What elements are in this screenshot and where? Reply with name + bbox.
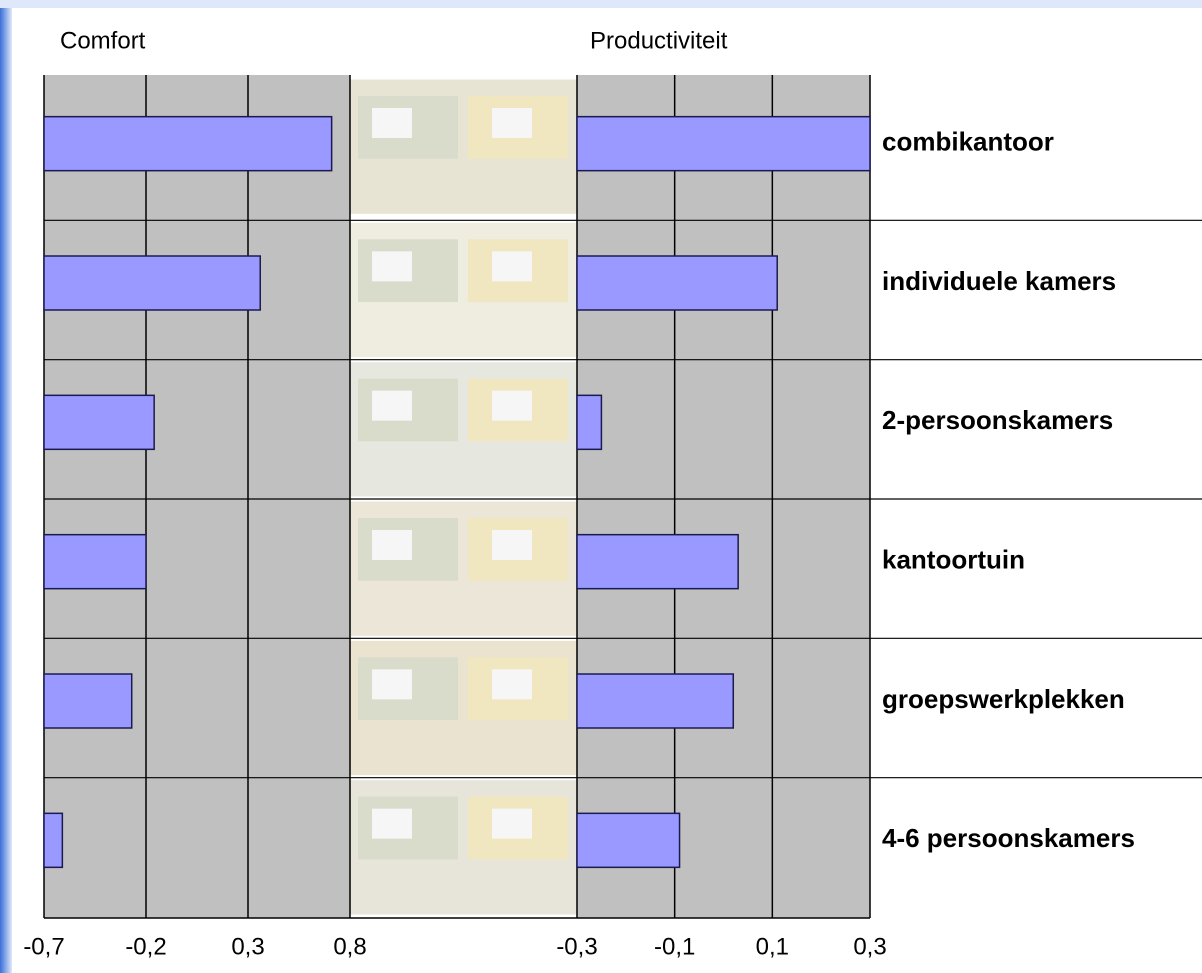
bar [44, 395, 154, 449]
category-label: combikantoor [882, 127, 1054, 157]
x-tick-label: -0,7 [23, 933, 64, 960]
floorplan-desk [492, 809, 532, 839]
floorplan-desk [372, 391, 412, 421]
x-tick-label: 0,1 [756, 933, 789, 960]
chart-title: Productiviteit [590, 27, 728, 54]
chart-title: Comfort [60, 27, 146, 54]
page: Comfort -0,7 -0,2 0,3 0,8 Productiviteit -0,3 -… [0, 0, 1202, 973]
bar [44, 256, 260, 310]
bar [44, 117, 332, 171]
bar [577, 535, 738, 589]
edge-decoration [0, 0, 12, 973]
x-tick-label: 0,3 [231, 933, 264, 960]
photos [348, 78, 586, 916]
category-label: 4-6 persoonskamers [882, 823, 1135, 853]
bar [577, 674, 733, 728]
x-tick-label: 0,8 [333, 933, 366, 960]
bar [577, 256, 777, 310]
x-tick-label: -0,2 [125, 933, 166, 960]
floorplan-desk [372, 669, 412, 699]
x-tick-label: -0,3 [556, 933, 597, 960]
category-label: groepswerkplekken [882, 684, 1125, 714]
bar [577, 813, 680, 867]
floorplan-desk [492, 108, 532, 138]
top-decoration [0, 0, 1202, 8]
floorplan-desk [372, 809, 412, 839]
x-tick-label: -0,1 [654, 933, 695, 960]
floorplan-desk [492, 530, 532, 560]
plot-area [577, 75, 870, 918]
floorplan-desk [492, 391, 532, 421]
floorplan-desk [372, 530, 412, 560]
floorplan-desk [492, 669, 532, 699]
category-label: 2-persoonskamers [882, 405, 1113, 435]
plot-area [44, 75, 350, 918]
category-label: kantoortuin [882, 545, 1025, 575]
bar [44, 813, 62, 867]
bar [44, 674, 132, 728]
bar [577, 117, 870, 171]
bar [44, 535, 146, 589]
category-label: individuele kamers [882, 266, 1116, 296]
floorplan-desk [372, 251, 412, 281]
bar [577, 395, 601, 449]
x-tick-label: 0,3 [853, 933, 886, 960]
floorplan-desk [372, 108, 412, 138]
floorplan-desk [492, 251, 532, 281]
chart: Comfort -0,7 -0,2 0,3 0,8 Productiviteit -0,3 -… [0, 0, 1202, 973]
